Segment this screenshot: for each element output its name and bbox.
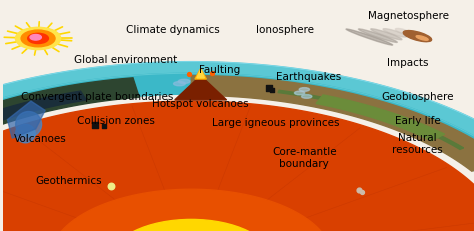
Text: Natural
resources: Natural resources bbox=[392, 132, 443, 154]
Polygon shape bbox=[316, 95, 445, 141]
Polygon shape bbox=[8, 102, 45, 139]
Polygon shape bbox=[0, 102, 474, 231]
Ellipse shape bbox=[395, 29, 411, 35]
Ellipse shape bbox=[294, 92, 305, 95]
Ellipse shape bbox=[371, 30, 402, 41]
Text: Faulting: Faulting bbox=[199, 64, 240, 74]
Point bbox=[268, 89, 276, 93]
Text: Earthquakes: Earthquakes bbox=[276, 71, 342, 81]
Polygon shape bbox=[197, 70, 204, 79]
Point bbox=[265, 87, 273, 91]
Text: Ionosphere: Ionosphere bbox=[256, 25, 314, 35]
Ellipse shape bbox=[16, 125, 35, 143]
Polygon shape bbox=[191, 76, 474, 171]
Text: Magnetosphere: Magnetosphere bbox=[367, 11, 448, 21]
Polygon shape bbox=[0, 74, 474, 231]
Text: Geothermics: Geothermics bbox=[36, 175, 102, 185]
Point bbox=[355, 189, 362, 192]
Circle shape bbox=[21, 31, 55, 48]
Point bbox=[100, 125, 108, 128]
Text: Volcanoes: Volcanoes bbox=[14, 134, 67, 144]
Text: Global environment: Global environment bbox=[73, 55, 177, 65]
Text: Large igneous provinces: Large igneous provinces bbox=[212, 117, 340, 128]
Text: Climate dynamics: Climate dynamics bbox=[126, 25, 219, 35]
Point bbox=[91, 124, 99, 128]
Polygon shape bbox=[0, 92, 86, 137]
Text: Core-mantle
boundary: Core-mantle boundary bbox=[272, 146, 337, 168]
Text: Convergent plate boundaries: Convergent plate boundaries bbox=[21, 92, 173, 102]
Text: Early life: Early life bbox=[394, 115, 440, 125]
Ellipse shape bbox=[358, 30, 397, 43]
Ellipse shape bbox=[299, 88, 310, 92]
Polygon shape bbox=[50, 189, 333, 231]
Text: Impacts: Impacts bbox=[387, 57, 429, 67]
Point bbox=[209, 72, 216, 76]
Ellipse shape bbox=[16, 112, 42, 137]
Circle shape bbox=[16, 28, 61, 50]
Ellipse shape bbox=[346, 30, 392, 46]
Ellipse shape bbox=[416, 36, 428, 41]
Polygon shape bbox=[195, 69, 206, 80]
Point bbox=[185, 73, 192, 77]
Point bbox=[358, 190, 365, 194]
Point bbox=[107, 184, 115, 188]
Ellipse shape bbox=[301, 95, 312, 99]
Polygon shape bbox=[278, 91, 464, 150]
Circle shape bbox=[27, 34, 48, 44]
Text: Collision zones: Collision zones bbox=[77, 115, 155, 125]
Polygon shape bbox=[175, 76, 227, 100]
Circle shape bbox=[111, 219, 271, 231]
Text: Hotspot volcanoes: Hotspot volcanoes bbox=[152, 99, 249, 109]
Ellipse shape bbox=[383, 30, 407, 38]
Polygon shape bbox=[0, 62, 474, 231]
Circle shape bbox=[30, 35, 41, 41]
Ellipse shape bbox=[178, 80, 190, 84]
Ellipse shape bbox=[403, 31, 432, 43]
Ellipse shape bbox=[173, 82, 185, 86]
Text: Geobiosphere: Geobiosphere bbox=[381, 92, 454, 102]
Polygon shape bbox=[0, 79, 139, 171]
